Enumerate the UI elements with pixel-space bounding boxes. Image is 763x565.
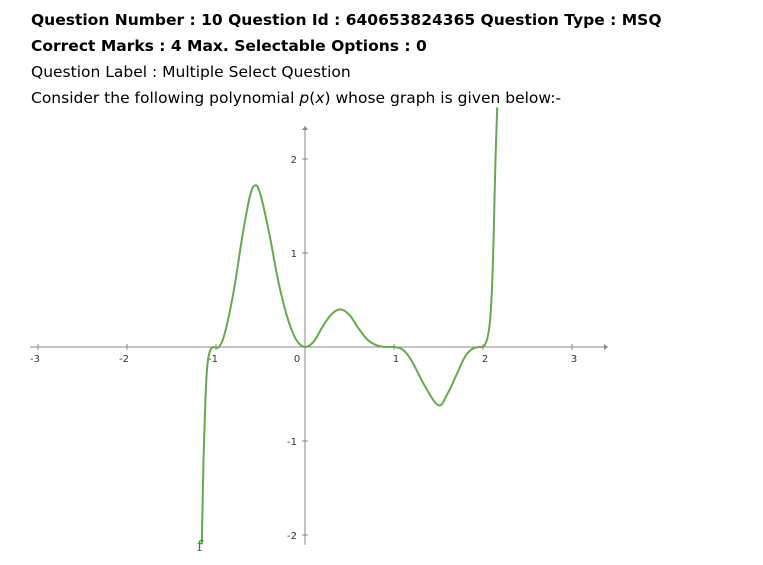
function-label: f (197, 537, 204, 555)
paren-open: ( (309, 89, 316, 107)
y-tick-label: -1 (287, 437, 297, 448)
x-tick-label: -2 (119, 354, 129, 365)
question-text-post: whose graph is given below:- (330, 89, 562, 107)
marks-line: Correct Marks : 4 Max. Selectable Option… (31, 37, 427, 55)
x-tick-label: 0 (294, 354, 300, 365)
x-axis-arrow (604, 344, 608, 350)
y-tick-label: -2 (287, 531, 297, 542)
poly-var: x (315, 89, 325, 107)
x-tick-label: 3 (571, 354, 577, 365)
question-text-pre: Consider the following polynomial (31, 89, 300, 107)
question-label: Question Label : Multiple Select Questio… (31, 63, 351, 81)
y-tick-label: 1 (291, 249, 297, 260)
y-tick-label: 2 (291, 155, 297, 166)
x-tick-label: -1 (208, 354, 218, 365)
poly-name: p (299, 89, 310, 107)
question-text: Consider the following polynomial p(x) w… (31, 88, 561, 108)
polynomial-curve (200, 107, 499, 545)
x-tick-label: 1 (393, 354, 399, 365)
paren-close: ) (324, 89, 331, 107)
question-meta-line: Question Number : 10 Question Id : 64065… (31, 11, 662, 29)
y-axis-arrow (302, 126, 308, 130)
x-tick-label: -3 (30, 354, 40, 365)
x-tick-label: 2 (482, 354, 488, 365)
